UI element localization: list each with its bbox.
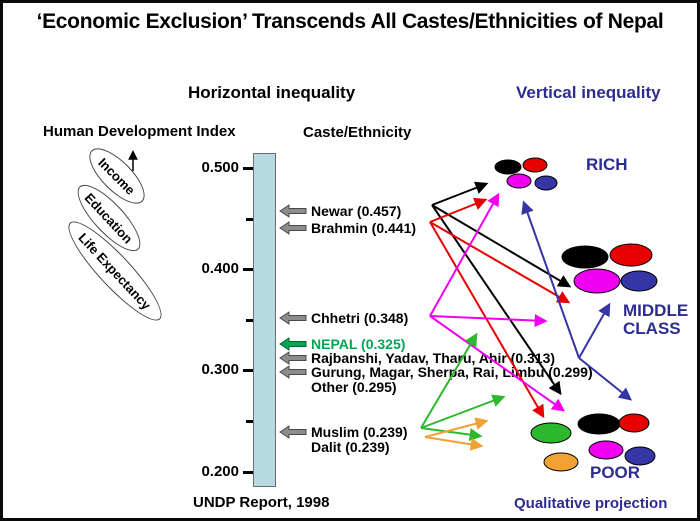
axis-tick-label: 0.400 — [201, 260, 239, 277]
caste-pointer-arrow-icon — [279, 221, 307, 235]
caste-label: Dalit (0.239) — [311, 439, 390, 455]
caste-label: Newar (0.457) — [311, 203, 402, 219]
class-label-poor: POOR — [590, 463, 641, 482]
caste-label: NEPAL (0.325) — [311, 336, 406, 352]
axis-tick — [243, 369, 253, 372]
projection-arrow — [424, 436, 484, 451]
axis-tick — [246, 319, 253, 322]
axis-tick-label: 0.300 — [201, 361, 239, 378]
caste-pointer-arrow-icon — [279, 365, 307, 379]
middle-class-group-ellipse-magenta — [573, 268, 621, 294]
caste-label: Chhetri (0.348) — [311, 310, 409, 326]
caste-label: Gurung, Magar, Sherpa, Rai, Limbu (0.299… — [311, 364, 593, 380]
caste-pointer-arrow-icon — [279, 204, 307, 218]
rich-group-ellipse-black — [494, 159, 522, 175]
projection-arrow — [429, 221, 545, 419]
rich-group-ellipse-red — [522, 157, 548, 173]
axis-tick — [246, 218, 253, 221]
vertical-inequality-heading: Vertical inequality — [516, 83, 661, 102]
hdi-heading: Human Development Index — [43, 123, 236, 140]
caste-label: Brahmin (0.441) — [311, 220, 417, 236]
caste-pointer-arrow-icon — [279, 425, 307, 439]
projection-arrow — [578, 302, 611, 359]
projection-arrow — [420, 394, 506, 429]
poor-group-ellipse-magenta — [588, 440, 624, 460]
hdi-scale-bar — [253, 153, 276, 487]
projection-arrow — [429, 221, 571, 304]
projection-arrow — [420, 427, 483, 442]
poor-group-ellipse-black — [577, 413, 621, 435]
axis-tick-label: 0.500 — [201, 159, 239, 176]
caste-label: Other (0.295) — [311, 379, 397, 395]
projection-arrow — [424, 417, 489, 438]
axis-tick — [246, 420, 253, 423]
poor-group-ellipse-orange — [543, 452, 579, 472]
axis-tick-label: 0.200 — [201, 463, 239, 480]
projection-arrow — [429, 197, 488, 223]
projection-arrow — [429, 192, 500, 317]
class-label-middle-class: MIDDLE CLASS — [623, 301, 689, 338]
rich-group-ellipse-blue — [534, 175, 558, 191]
axis-tick — [243, 471, 253, 474]
projection-arrow — [429, 314, 548, 328]
projection-arrow — [431, 181, 489, 206]
caste-pointer-arrow-icon — [279, 351, 307, 365]
caste-pointer-arrow-icon — [279, 337, 307, 351]
projection-arrow — [420, 332, 478, 429]
class-label-rich: RICH — [586, 155, 628, 174]
axis-tick — [243, 167, 253, 170]
horizontal-inequality-heading: Horizontal inequality — [188, 83, 356, 102]
axis-tick — [243, 268, 253, 271]
middle-class-group-ellipse-blue — [620, 270, 658, 292]
poor-group-ellipse-green — [530, 422, 572, 444]
poor-group-ellipse-red — [618, 413, 650, 433]
caste-pointer-arrow-icon — [279, 311, 307, 325]
projection-arrow — [521, 200, 580, 359]
projection-arrow — [431, 204, 572, 288]
caste-label: Muslim (0.239) — [311, 424, 408, 440]
qualitative-projection-note: Qualitative projection — [514, 495, 668, 512]
middle-class-group-ellipse-red — [609, 243, 653, 267]
source-note: UNDP Report, 1998 — [193, 494, 330, 511]
page-title: ‘Economic Exclusion’ Transcends All Cast… — [36, 10, 664, 33]
middle-class-group-ellipse-black — [561, 245, 609, 269]
caste-ethnicity-heading: Caste/Ethnicity — [303, 124, 412, 141]
rich-group-ellipse-magenta — [506, 173, 532, 189]
